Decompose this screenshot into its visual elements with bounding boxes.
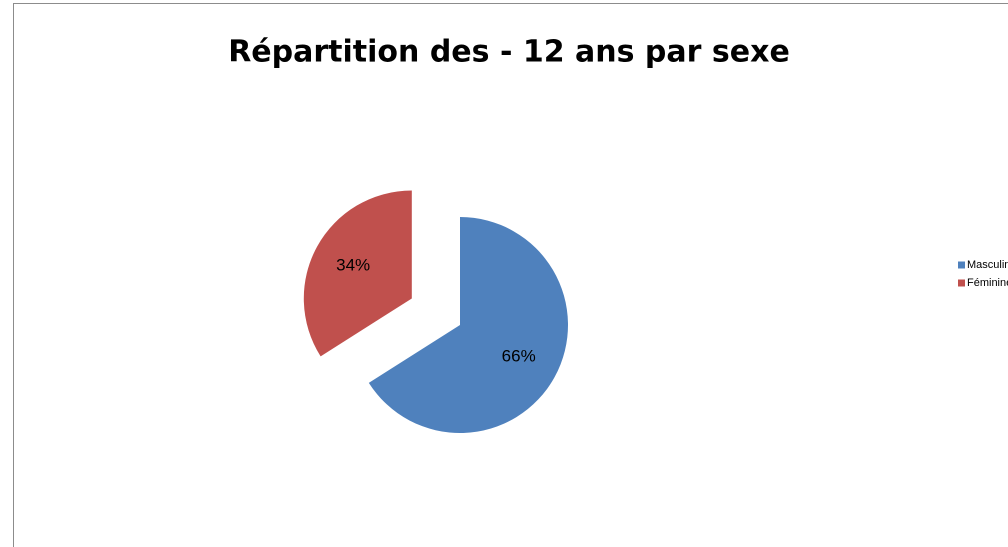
legend-label: Masculin xyxy=(967,259,1008,271)
legend-swatch xyxy=(958,279,965,287)
data-label: 34% xyxy=(336,256,370,275)
pie-slice xyxy=(368,217,568,433)
legend-label: Féminine xyxy=(967,277,1008,289)
chart-title: Répartition des - 12 ans par sexe xyxy=(228,35,790,70)
data-label: 66% xyxy=(502,347,536,366)
legend-swatch xyxy=(958,261,965,269)
pie-slice xyxy=(303,190,412,357)
